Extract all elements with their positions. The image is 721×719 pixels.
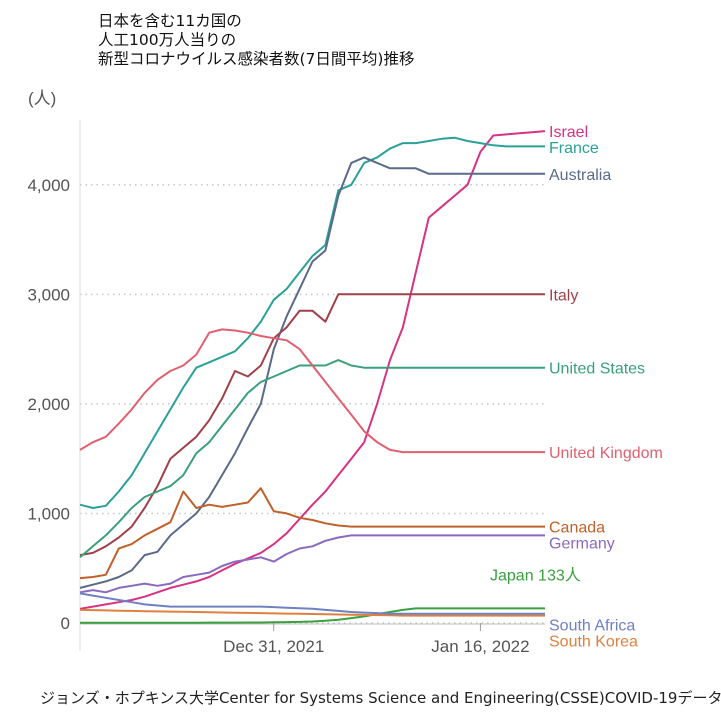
series-label-israel: Israel: [549, 124, 588, 141]
series-line-australia: [79, 156, 545, 589]
series-label-italy: Italy: [549, 287, 578, 304]
series-line-italy: [79, 293, 545, 557]
y-tick-label: 1,000: [27, 504, 70, 523]
line-chart: 0 1,000 2,000 3,000 4,000 (人) Dec 31, 2021 Jan …: [27, 89, 663, 656]
y-tick-label: 3,000: [27, 285, 70, 304]
chart-title-line: 新型コロナウイルス感染者数(7日間平均)推移: [98, 50, 415, 68]
series-label-japan: Japan 133人: [490, 566, 581, 584]
y-tick-label: 2,000: [27, 395, 70, 414]
series-line-south-korea: [79, 608, 545, 617]
series-label-france: France: [549, 140, 599, 157]
y-axis-label: (人): [28, 89, 56, 108]
series-line-united-kingdom: [79, 328, 545, 454]
chart-title-line: 日本を含む11カ国の: [98, 12, 242, 30]
x-tick-label: Dec 31, 2021: [223, 637, 324, 656]
series-line-japan: [80, 607, 545, 624]
series-label-united-kingdom: United Kingdom: [549, 445, 663, 462]
series-line-france: [79, 136, 545, 509]
series-line-canada: [79, 487, 545, 580]
y-tick-label: 0: [61, 614, 70, 633]
series-line-germany: [79, 534, 545, 594]
x-tick-label: Jan 16, 2022: [431, 637, 529, 656]
series-label-south-korea: South Korea: [549, 633, 638, 650]
series-line-united-states: [79, 359, 545, 559]
series-label-canada: Canada: [549, 520, 605, 537]
series-line-south-africa: [79, 592, 545, 615]
series-line-israel: [79, 130, 546, 610]
y-tick-label: 4,000: [27, 176, 70, 195]
series-label-united-states: United States: [549, 361, 645, 378]
source-credit: ジョンズ・ホプキンス大学Center for Systems Science a…: [40, 689, 721, 707]
chart-title-line: 人工100万人当りの: [98, 31, 237, 49]
series-label-germany: Germany: [549, 536, 615, 553]
chart-title: 日本を含む11カ国の 人工100万人当りの 新型コロナウイルス感染者数(7日間平…: [98, 12, 414, 69]
series-label-south-africa: South Africa: [549, 617, 635, 634]
series-label-australia: Australia: [549, 167, 611, 184]
